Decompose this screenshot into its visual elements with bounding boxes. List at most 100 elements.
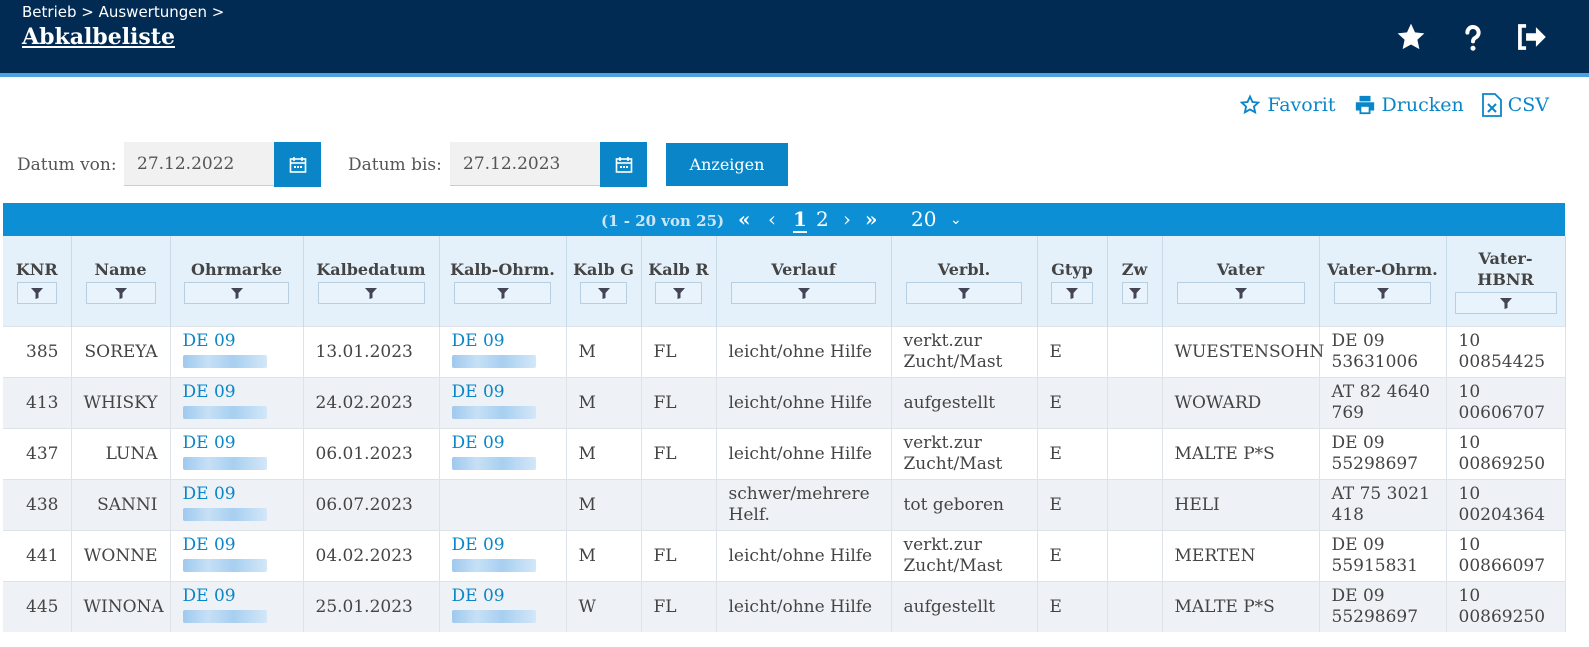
ohrmarke-link[interactable]: DE 09	[182, 330, 236, 351]
action-bar: Favorit Drucken CSV	[1239, 93, 1549, 117]
date-from-input[interactable]	[124, 142, 274, 186]
column-label: Verlauf	[771, 259, 836, 279]
chevron-down-icon[interactable]: ⌄	[950, 212, 962, 228]
column-header-ohrmarke[interactable]: Ohrmarke	[170, 236, 304, 327]
column-header-vater-ohrm[interactable]: Vater-Ohrm.	[1319, 236, 1447, 327]
column-header-name[interactable]: Name	[71, 236, 171, 327]
table-row[interactable]: 441 WONNE DE 09 04.02.2023 DE 09 M FL le…	[3, 530, 1566, 582]
favorite-button[interactable]: Favorit	[1239, 93, 1336, 117]
first-page-icon[interactable]: «	[738, 207, 751, 231]
filter-icon[interactable]	[655, 281, 702, 304]
cell-vater: MALTE P*S	[1162, 581, 1320, 632]
redacted-number	[451, 456, 536, 470]
cell-name: WHISKY	[71, 377, 171, 429]
page-2-link[interactable]: 2	[816, 207, 829, 231]
column-header-kalbedatum[interactable]: Kalbedatum	[303, 236, 440, 327]
filter-icon[interactable]	[1334, 281, 1431, 304]
csv-label: CSV	[1507, 94, 1549, 116]
pager-bar: (1 - 20 von 25) « ‹ 1 2 › » 20 ⌄	[3, 203, 1565, 236]
date-from-label: Datum von:	[17, 155, 117, 175]
kalb-ohrm-link[interactable]: DE 09	[451, 432, 505, 453]
cell-verlauf: leicht/ohne Hilfe	[716, 530, 892, 582]
column-label: Kalbedatum	[316, 259, 426, 279]
date-to-label: Datum bis:	[348, 155, 442, 175]
kalb-ohrm-link[interactable]: DE 09	[451, 585, 505, 606]
column-header-knr[interactable]: KNR	[3, 236, 72, 327]
cell-vater: WOWARD	[1162, 377, 1320, 429]
date-from-calendar-button[interactable]	[274, 142, 321, 187]
filter-icon[interactable]	[184, 281, 289, 304]
column-header-vater-hbnr[interactable]: Vater-HBNR	[1446, 236, 1566, 327]
column-label: Ohrmarke	[191, 259, 282, 279]
cell-kalbedatum: 25.01.2023	[303, 581, 440, 632]
column-header-verbl[interactable]: Verbl.	[891, 236, 1038, 327]
filter-icon[interactable]	[454, 281, 551, 304]
filter-icon[interactable]	[85, 281, 156, 304]
cell-kalb-ohrm	[439, 479, 567, 531]
column-header-kalb-ohrm[interactable]: Kalb-Ohrm.	[439, 236, 567, 327]
page-title[interactable]: Abkalbeliste	[22, 24, 175, 50]
ohrmarke-link[interactable]: DE 09	[182, 483, 236, 504]
column-header-kalb-r[interactable]: Kalb R	[641, 236, 717, 327]
table-row[interactable]: 385 SOREYA DE 09 13.01.2023 DE 09 M FL l…	[3, 326, 1566, 378]
table-row[interactable]: 413 WHISKY DE 09 24.02.2023 DE 09 M FL l…	[3, 377, 1566, 429]
kalb-ohrm-link[interactable]: DE 09	[451, 534, 505, 555]
cell-vater: MERTEN	[1162, 530, 1320, 582]
cell-vater-ohrm: DE 09 55298697	[1319, 428, 1447, 480]
filter-icon[interactable]	[1051, 281, 1093, 304]
filter-icon[interactable]	[317, 281, 425, 304]
cell-verlauf: leicht/ohne Hilfe	[716, 377, 892, 429]
filter-icon[interactable]	[906, 281, 1022, 304]
cell-kalb-r: FL	[641, 326, 717, 378]
column-header-vater[interactable]: Vater	[1162, 236, 1320, 327]
last-page-icon[interactable]: »	[865, 207, 878, 231]
page-1-link[interactable]: 1	[793, 207, 807, 233]
filter-icon[interactable]	[1454, 292, 1557, 314]
cell-verbl: verkt.zur Zucht/Mast	[891, 530, 1038, 582]
filter-icon[interactable]	[580, 281, 627, 304]
ohrmarke-link[interactable]: DE 09	[182, 432, 236, 453]
cell-gtyp: E	[1037, 581, 1108, 632]
print-button[interactable]: Drucken	[1354, 93, 1464, 117]
cell-vater-hbnr: 10 00606707	[1446, 377, 1566, 429]
column-label: Vater-HBNR	[1477, 249, 1534, 289]
column-label: Kalb-Ohrm.	[450, 259, 555, 279]
cell-name: LUNA	[71, 428, 171, 480]
filter-icon[interactable]	[16, 281, 57, 304]
kalb-ohrm-link[interactable]: DE 09	[451, 330, 505, 351]
breadcrumb[interactable]: Betrieb > Auswertungen >	[22, 3, 225, 21]
csv-button[interactable]: CSV	[1481, 93, 1549, 117]
table-header-row: KNR Name Ohrmarke Kalbedatum Kalb-Ohrm. …	[3, 236, 1566, 327]
cell-kalb-g: M	[566, 326, 642, 378]
page-size-select[interactable]: 20	[911, 207, 937, 231]
cell-name: WONNE	[71, 530, 171, 582]
filter-icon[interactable]	[1176, 281, 1305, 304]
date-to-calendar-button[interactable]	[600, 142, 647, 187]
cell-name: SOREYA	[71, 326, 171, 378]
date-to-input[interactable]	[450, 142, 600, 186]
column-header-zw[interactable]: Zw	[1107, 236, 1163, 327]
column-header-verlauf[interactable]: Verlauf	[716, 236, 892, 327]
filter-icon[interactable]	[731, 281, 876, 304]
prev-page-icon[interactable]: ‹	[768, 207, 776, 231]
ohrmarke-link[interactable]: DE 09	[182, 381, 236, 402]
filter-icon[interactable]	[1121, 281, 1148, 304]
kalb-ohrm-link[interactable]: DE 09	[451, 381, 505, 402]
logout-icon[interactable]	[1514, 20, 1548, 54]
column-header-kalb-g[interactable]: Kalb G	[566, 236, 642, 327]
table-row[interactable]: 445 WINONA DE 09 25.01.2023 DE 09 W FL l…	[3, 581, 1566, 632]
help-icon[interactable]	[1456, 20, 1490, 54]
column-header-gtyp[interactable]: Gtyp	[1037, 236, 1108, 327]
cell-kalb-g: W	[566, 581, 642, 632]
table-row[interactable]: 438 SANNI DE 09 06.07.2023 M schwer/mehr…	[3, 479, 1566, 531]
cell-verlauf: leicht/ohne Hilfe	[716, 428, 892, 480]
show-button[interactable]: Anzeigen	[666, 143, 788, 186]
table-row[interactable]: 437 LUNA DE 09 06.01.2023 DE 09 M FL lei…	[3, 428, 1566, 480]
ohrmarke-link[interactable]: DE 09	[182, 585, 236, 606]
cell-kalb-ohrm: DE 09	[439, 326, 567, 378]
pager-range: (1 - 20 von 25)	[601, 212, 725, 230]
star-icon[interactable]	[1394, 20, 1428, 54]
next-page-icon[interactable]: ›	[843, 207, 851, 231]
ohrmarke-link[interactable]: DE 09	[182, 534, 236, 555]
column-label: Kalb R	[648, 259, 709, 279]
